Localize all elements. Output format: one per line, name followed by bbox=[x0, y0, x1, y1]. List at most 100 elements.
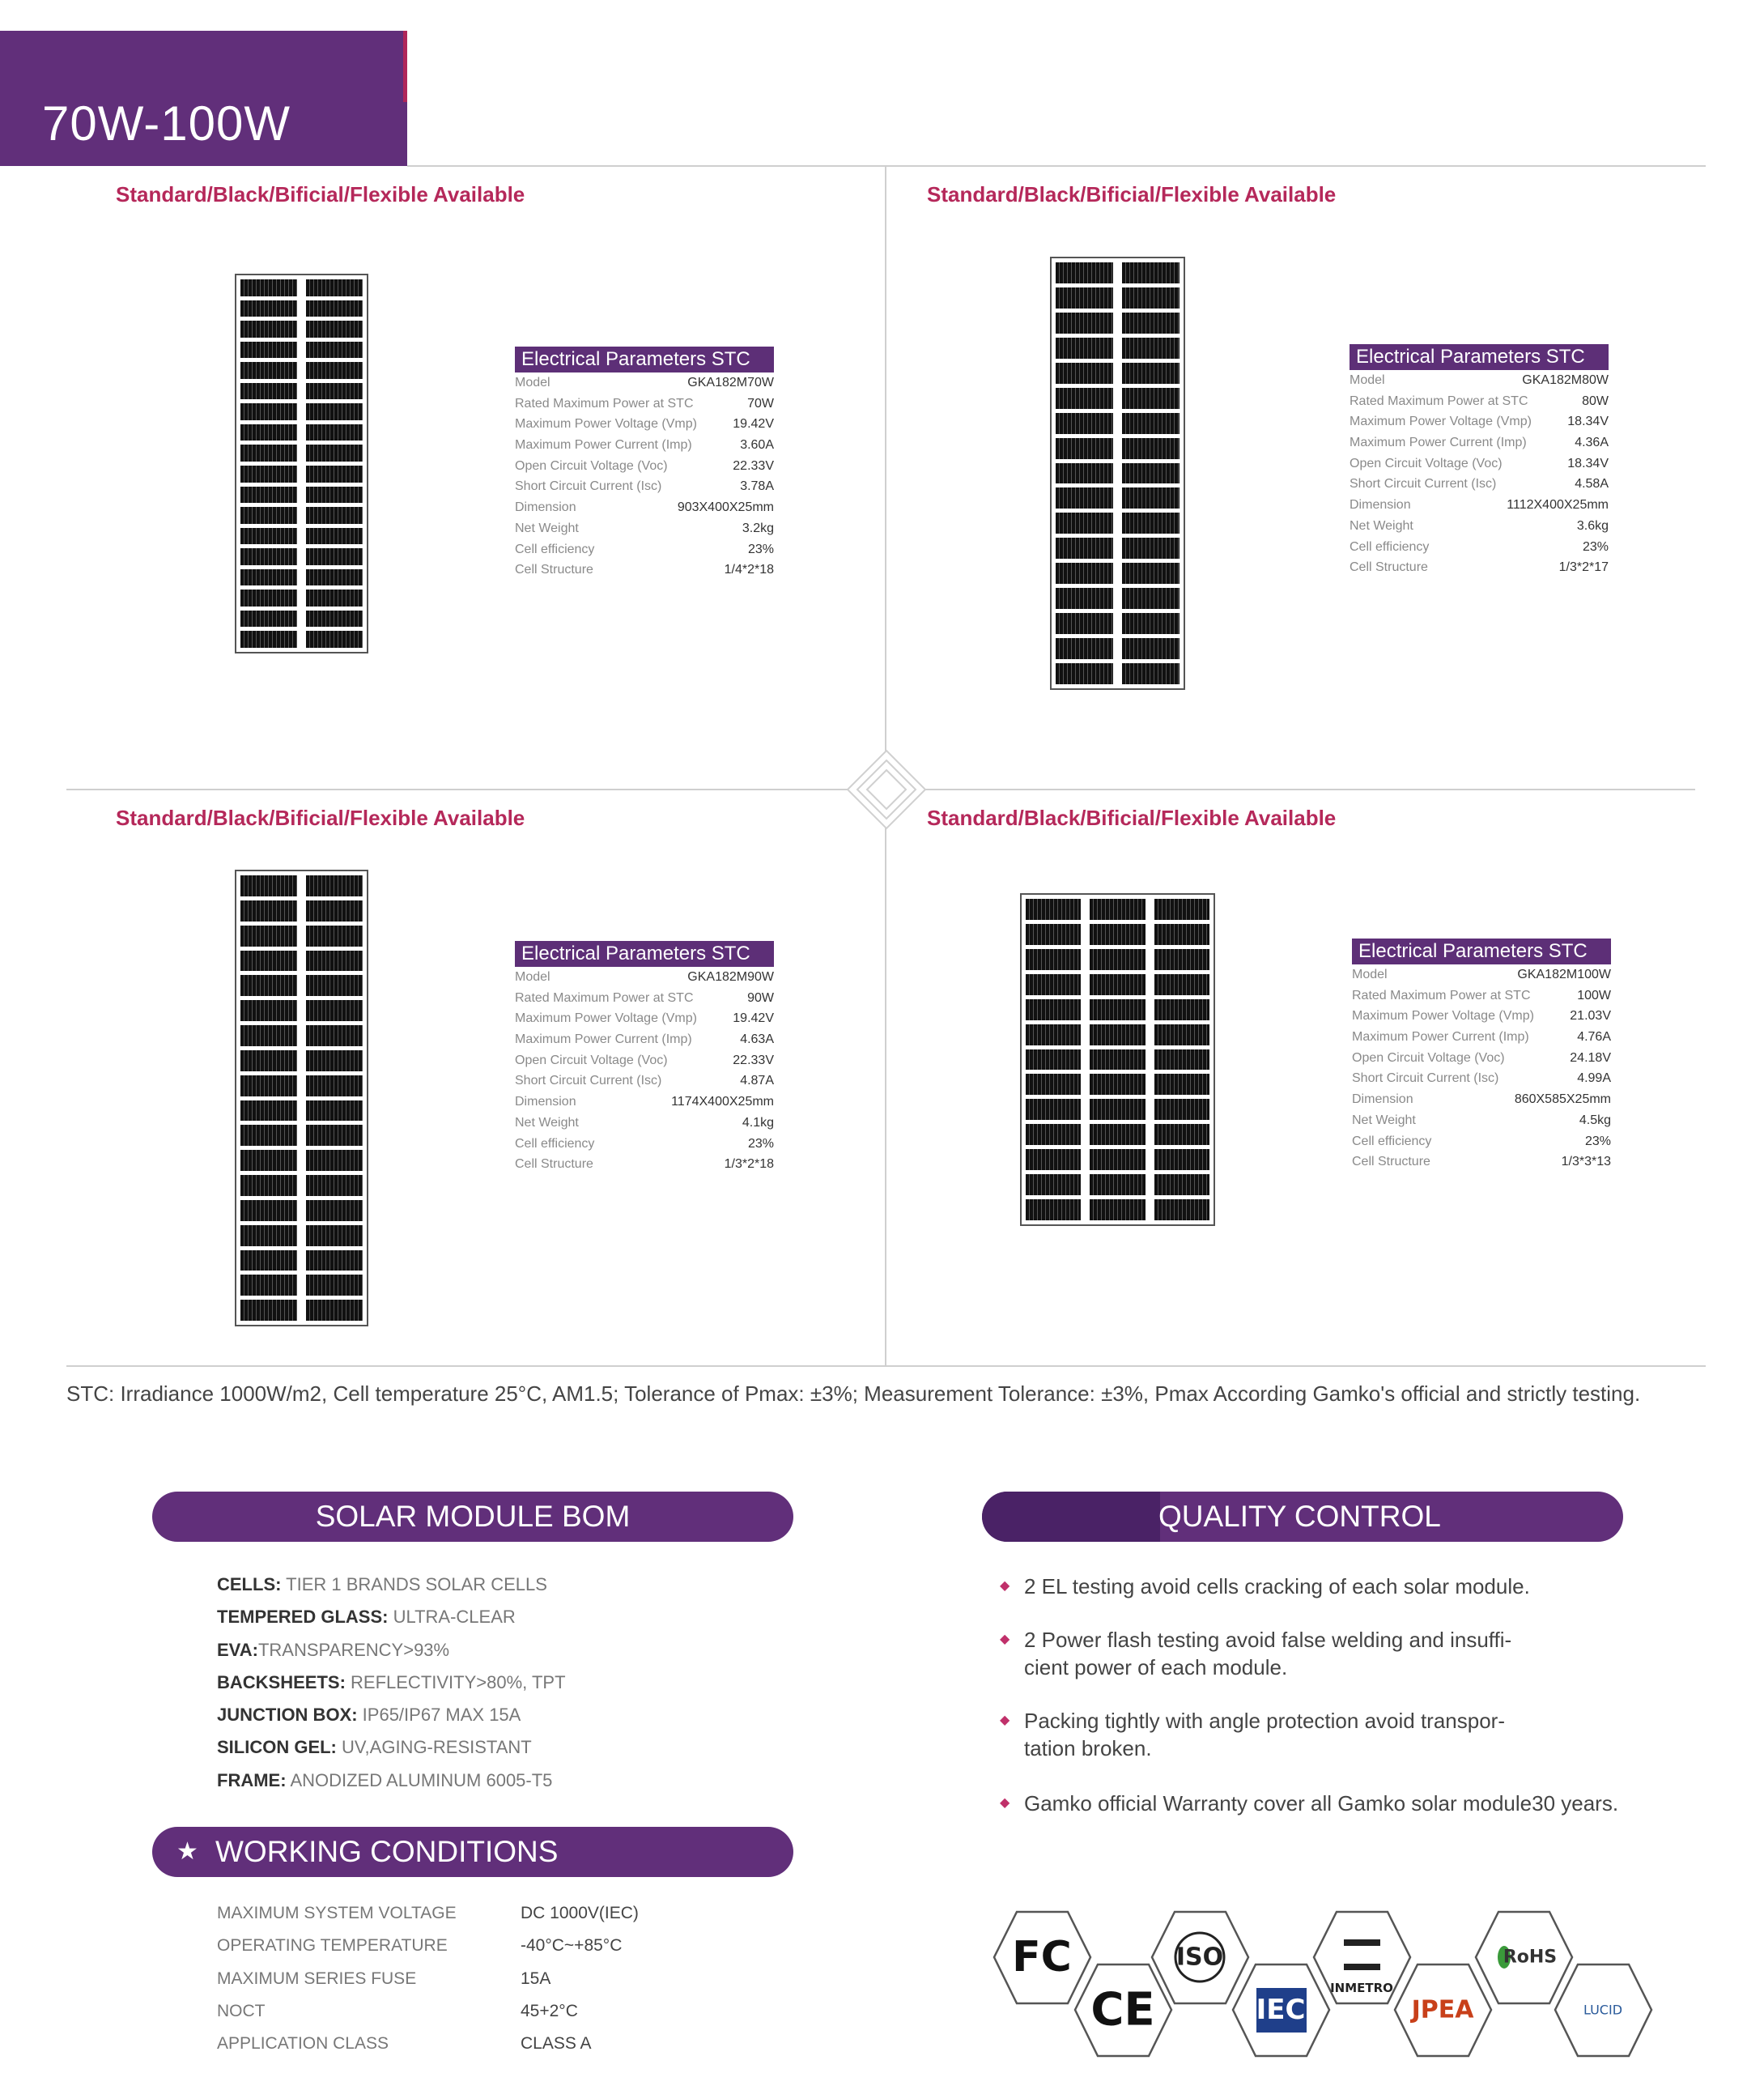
params-table: Electrical Parameters STC Model GKA182M100… bbox=[1352, 939, 1611, 1173]
solar-cell bbox=[306, 1249, 363, 1271]
solar-cell bbox=[1154, 1149, 1209, 1171]
param-value: GKA182M70W bbox=[687, 376, 774, 389]
param-label: Cell Structure bbox=[1352, 1155, 1430, 1169]
bom-key: SILICON GEL: bbox=[217, 1737, 337, 1757]
bom-item: TEMPERED GLASS: ULTRA-CLEAR bbox=[217, 1607, 516, 1628]
bom-key: FRAME: bbox=[217, 1770, 287, 1790]
param-label: Rated Maximum Power at STC bbox=[515, 990, 694, 1005]
solar-cell bbox=[1056, 262, 1113, 283]
param-label: Open Circuit Voltage (Voc) bbox=[515, 458, 668, 473]
solar-cell bbox=[306, 610, 363, 628]
solar-cell bbox=[1056, 638, 1113, 660]
solar-cell bbox=[1154, 1049, 1209, 1071]
solar-cell bbox=[1122, 412, 1180, 434]
solar-cell bbox=[240, 1150, 297, 1171]
param-row: Open Circuit Voltage (Voc) 24.18V bbox=[1352, 1048, 1611, 1069]
param-value: 4.87A bbox=[740, 1074, 774, 1088]
param-label: Open Circuit Voltage (Voc) bbox=[1350, 456, 1503, 470]
solar-cell bbox=[1122, 312, 1180, 334]
bom-item: FRAME: ANODIZED ALUMINUM 6005-T5 bbox=[217, 1770, 552, 1791]
solar-cell bbox=[306, 507, 363, 524]
solar-cell bbox=[1056, 362, 1113, 384]
solar-panel-image bbox=[235, 870, 368, 1326]
param-value: 70W bbox=[747, 396, 774, 411]
param-value: 23% bbox=[747, 1136, 774, 1151]
solar-cell bbox=[240, 875, 297, 896]
solar-cell bbox=[306, 900, 363, 922]
solar-cell bbox=[1056, 287, 1113, 309]
solar-cell bbox=[306, 486, 363, 504]
working-condition-value: CLASS A bbox=[521, 2034, 592, 2053]
solar-cell bbox=[240, 1224, 297, 1246]
solar-cell bbox=[306, 321, 363, 338]
solar-cell bbox=[240, 1100, 297, 1122]
param-label: Maximum Power Current (Imp) bbox=[515, 438, 692, 453]
solar-cell bbox=[240, 631, 297, 648]
solar-cell bbox=[240, 465, 297, 483]
param-row: Short Circuit Current (Isc) 4.99A bbox=[1352, 1068, 1611, 1089]
param-value: 903X400X25mm bbox=[677, 500, 774, 515]
bom-value: ANODIZED ALUMINUM 6005-T5 bbox=[286, 1770, 553, 1790]
solar-cell bbox=[1026, 1174, 1082, 1196]
param-label: Dimension bbox=[1352, 1092, 1413, 1107]
working-condition-label: NOCT bbox=[217, 2002, 266, 2020]
solar-cell bbox=[1154, 1074, 1209, 1096]
solar-cell bbox=[1122, 638, 1180, 660]
solar-cell bbox=[306, 527, 363, 545]
solar-cell bbox=[240, 1025, 297, 1046]
solar-cell bbox=[1122, 462, 1180, 484]
working-condition-value: 45+2°C bbox=[521, 2002, 578, 2020]
solar-cell bbox=[306, 1224, 363, 1246]
param-row: Net Weight 3.2kg bbox=[515, 518, 774, 539]
bom-value: IP65/IP67 MAX 15A bbox=[357, 1705, 521, 1725]
quality-item: 2 EL testing avoid cells cracking of eac… bbox=[1000, 1573, 1591, 1600]
param-value: 23% bbox=[1582, 539, 1609, 554]
params-title: Electrical Parameters STC bbox=[515, 347, 774, 372]
solar-cell bbox=[1122, 262, 1180, 283]
param-row: Maximum Power Current (Imp) 4.76A bbox=[1352, 1027, 1611, 1048]
solar-cell bbox=[306, 925, 363, 947]
solar-cell bbox=[306, 1000, 363, 1021]
solar-cell bbox=[1154, 899, 1209, 920]
params-table: Electrical Parameters STC Model GKA182M90W… bbox=[515, 941, 774, 1175]
solar-cell bbox=[1026, 923, 1082, 945]
solar-cell bbox=[1122, 588, 1180, 610]
bom-key: EVA: bbox=[217, 1640, 258, 1660]
working-condition-value: 15A bbox=[521, 1969, 551, 1988]
solar-cell bbox=[1090, 998, 1146, 1020]
param-value: GKA182M90W bbox=[687, 970, 774, 984]
param-label: Net Weight bbox=[515, 521, 579, 535]
param-label: Cell Structure bbox=[515, 563, 593, 577]
page-title: 70W-100W bbox=[42, 96, 291, 151]
solar-cell bbox=[306, 1125, 363, 1147]
param-row: Rated Maximum Power at STC 70W bbox=[515, 394, 774, 415]
solar-cell bbox=[306, 1199, 363, 1221]
param-value: 1/4*2*18 bbox=[724, 563, 774, 577]
ce-logo: CE bbox=[1073, 1960, 1174, 2061]
param-label: Open Circuit Voltage (Voc) bbox=[515, 1053, 668, 1067]
param-row: Net Weight 4.1kg bbox=[515, 1113, 774, 1134]
solar-cell bbox=[240, 403, 297, 420]
working-condition-value: DC 1000V(IEC) bbox=[521, 1904, 639, 1922]
solar-cell bbox=[240, 1249, 297, 1271]
solar-cell bbox=[306, 1100, 363, 1122]
solar-cell bbox=[240, 1049, 297, 1071]
solar-cell bbox=[240, 362, 297, 379]
quality-item: 2 Power flash testing avoid false weldin… bbox=[1000, 1626, 1542, 1681]
solar-cell bbox=[1154, 923, 1209, 945]
bom-item: EVA:TRANSPARENCY>93% bbox=[217, 1640, 449, 1661]
quality-item: Packing tightly with angle protection av… bbox=[1000, 1707, 1542, 1762]
center-diamond-ornament bbox=[846, 749, 927, 830]
param-label: Open Circuit Voltage (Voc) bbox=[1352, 1050, 1505, 1065]
solar-cell bbox=[306, 1275, 363, 1296]
param-label: Net Weight bbox=[1352, 1113, 1416, 1127]
param-row: Maximum Power Voltage (Vmp) 18.34V bbox=[1350, 411, 1609, 432]
param-label: Net Weight bbox=[515, 1115, 579, 1130]
solar-cell bbox=[306, 403, 363, 420]
solar-cell bbox=[306, 465, 363, 483]
solar-cell bbox=[306, 362, 363, 379]
param-label: Short Circuit Current (Isc) bbox=[515, 479, 662, 494]
param-row: Short Circuit Current (Isc) 3.78A bbox=[515, 476, 774, 497]
availability-note: Standard/Black/Bificial/Flexible Availab… bbox=[927, 806, 1337, 830]
param-row: Short Circuit Current (Isc) 4.87A bbox=[515, 1071, 774, 1092]
